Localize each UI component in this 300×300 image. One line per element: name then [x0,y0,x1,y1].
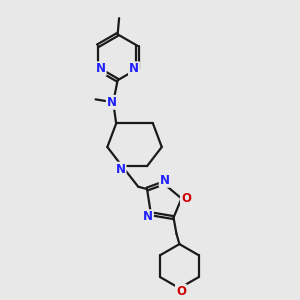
Text: N: N [160,174,170,187]
Text: N: N [143,210,153,223]
Text: N: N [116,163,126,176]
Text: O: O [181,192,191,205]
Text: N: N [129,62,139,75]
Text: O: O [176,285,186,298]
Text: N: N [96,62,106,75]
Text: N: N [107,96,117,109]
